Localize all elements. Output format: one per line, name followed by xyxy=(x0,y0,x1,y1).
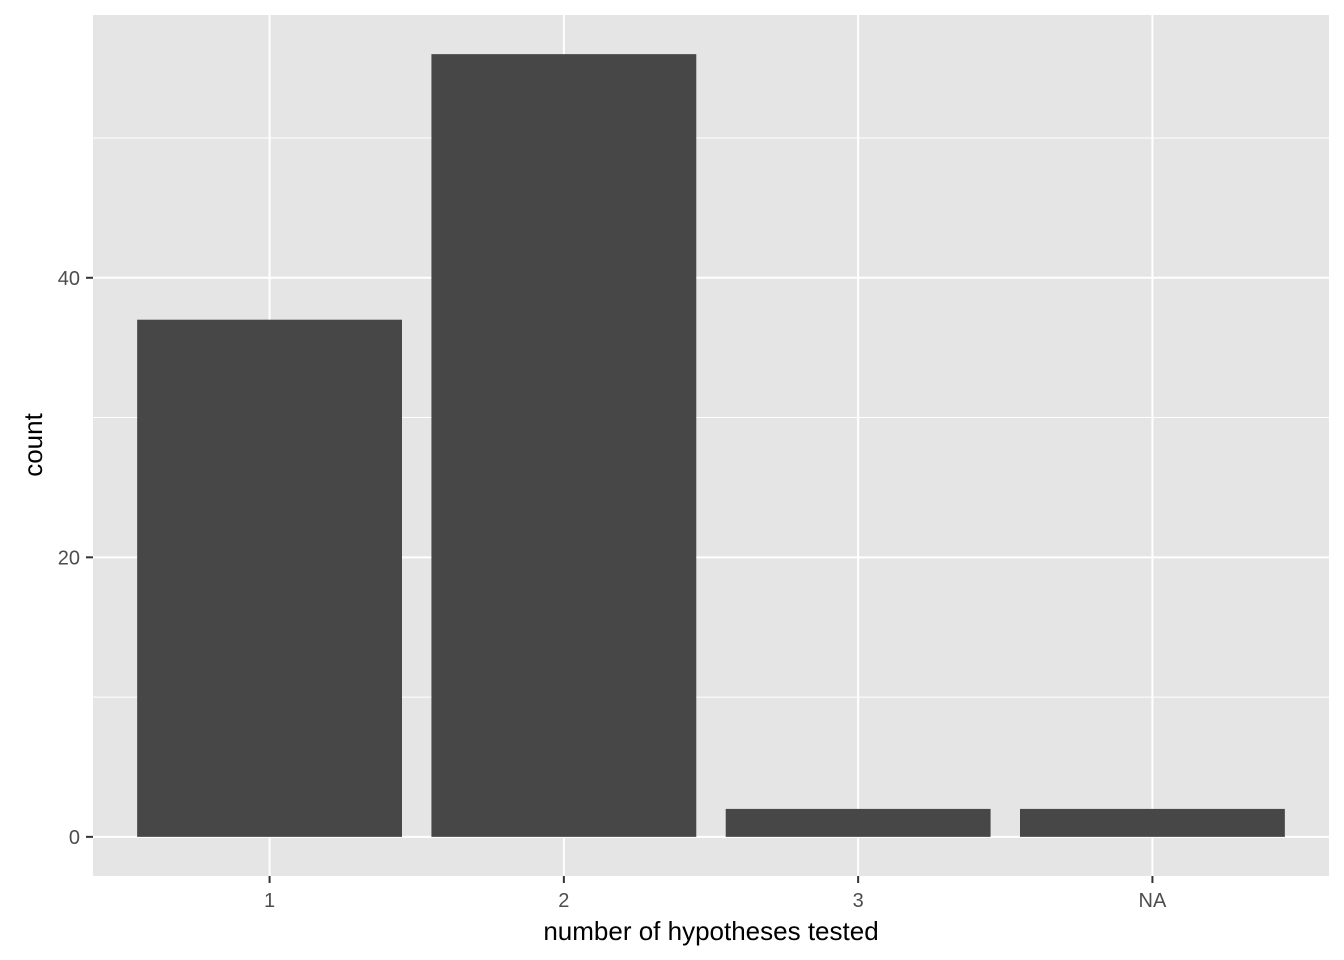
y-tick-label: 20 xyxy=(58,547,80,569)
x-tick-label: 1 xyxy=(264,890,275,912)
bar xyxy=(137,319,402,837)
y-tick-label: 0 xyxy=(69,827,80,849)
y-tick-label: 40 xyxy=(58,268,80,290)
y-axis-title: count xyxy=(18,412,48,476)
x-tick-label: NA xyxy=(1139,890,1167,912)
x-tick-label: 3 xyxy=(853,890,864,912)
bar xyxy=(1020,808,1285,837)
y-axis: 0 20 40 xyxy=(58,268,93,849)
bar xyxy=(725,808,991,837)
bars xyxy=(137,54,1285,837)
x-tick-label: 2 xyxy=(558,890,569,912)
bar xyxy=(431,54,697,837)
x-axis-title: number of hypotheses tested xyxy=(543,916,878,946)
x-axis: 1 2 3 NA xyxy=(264,876,1167,912)
